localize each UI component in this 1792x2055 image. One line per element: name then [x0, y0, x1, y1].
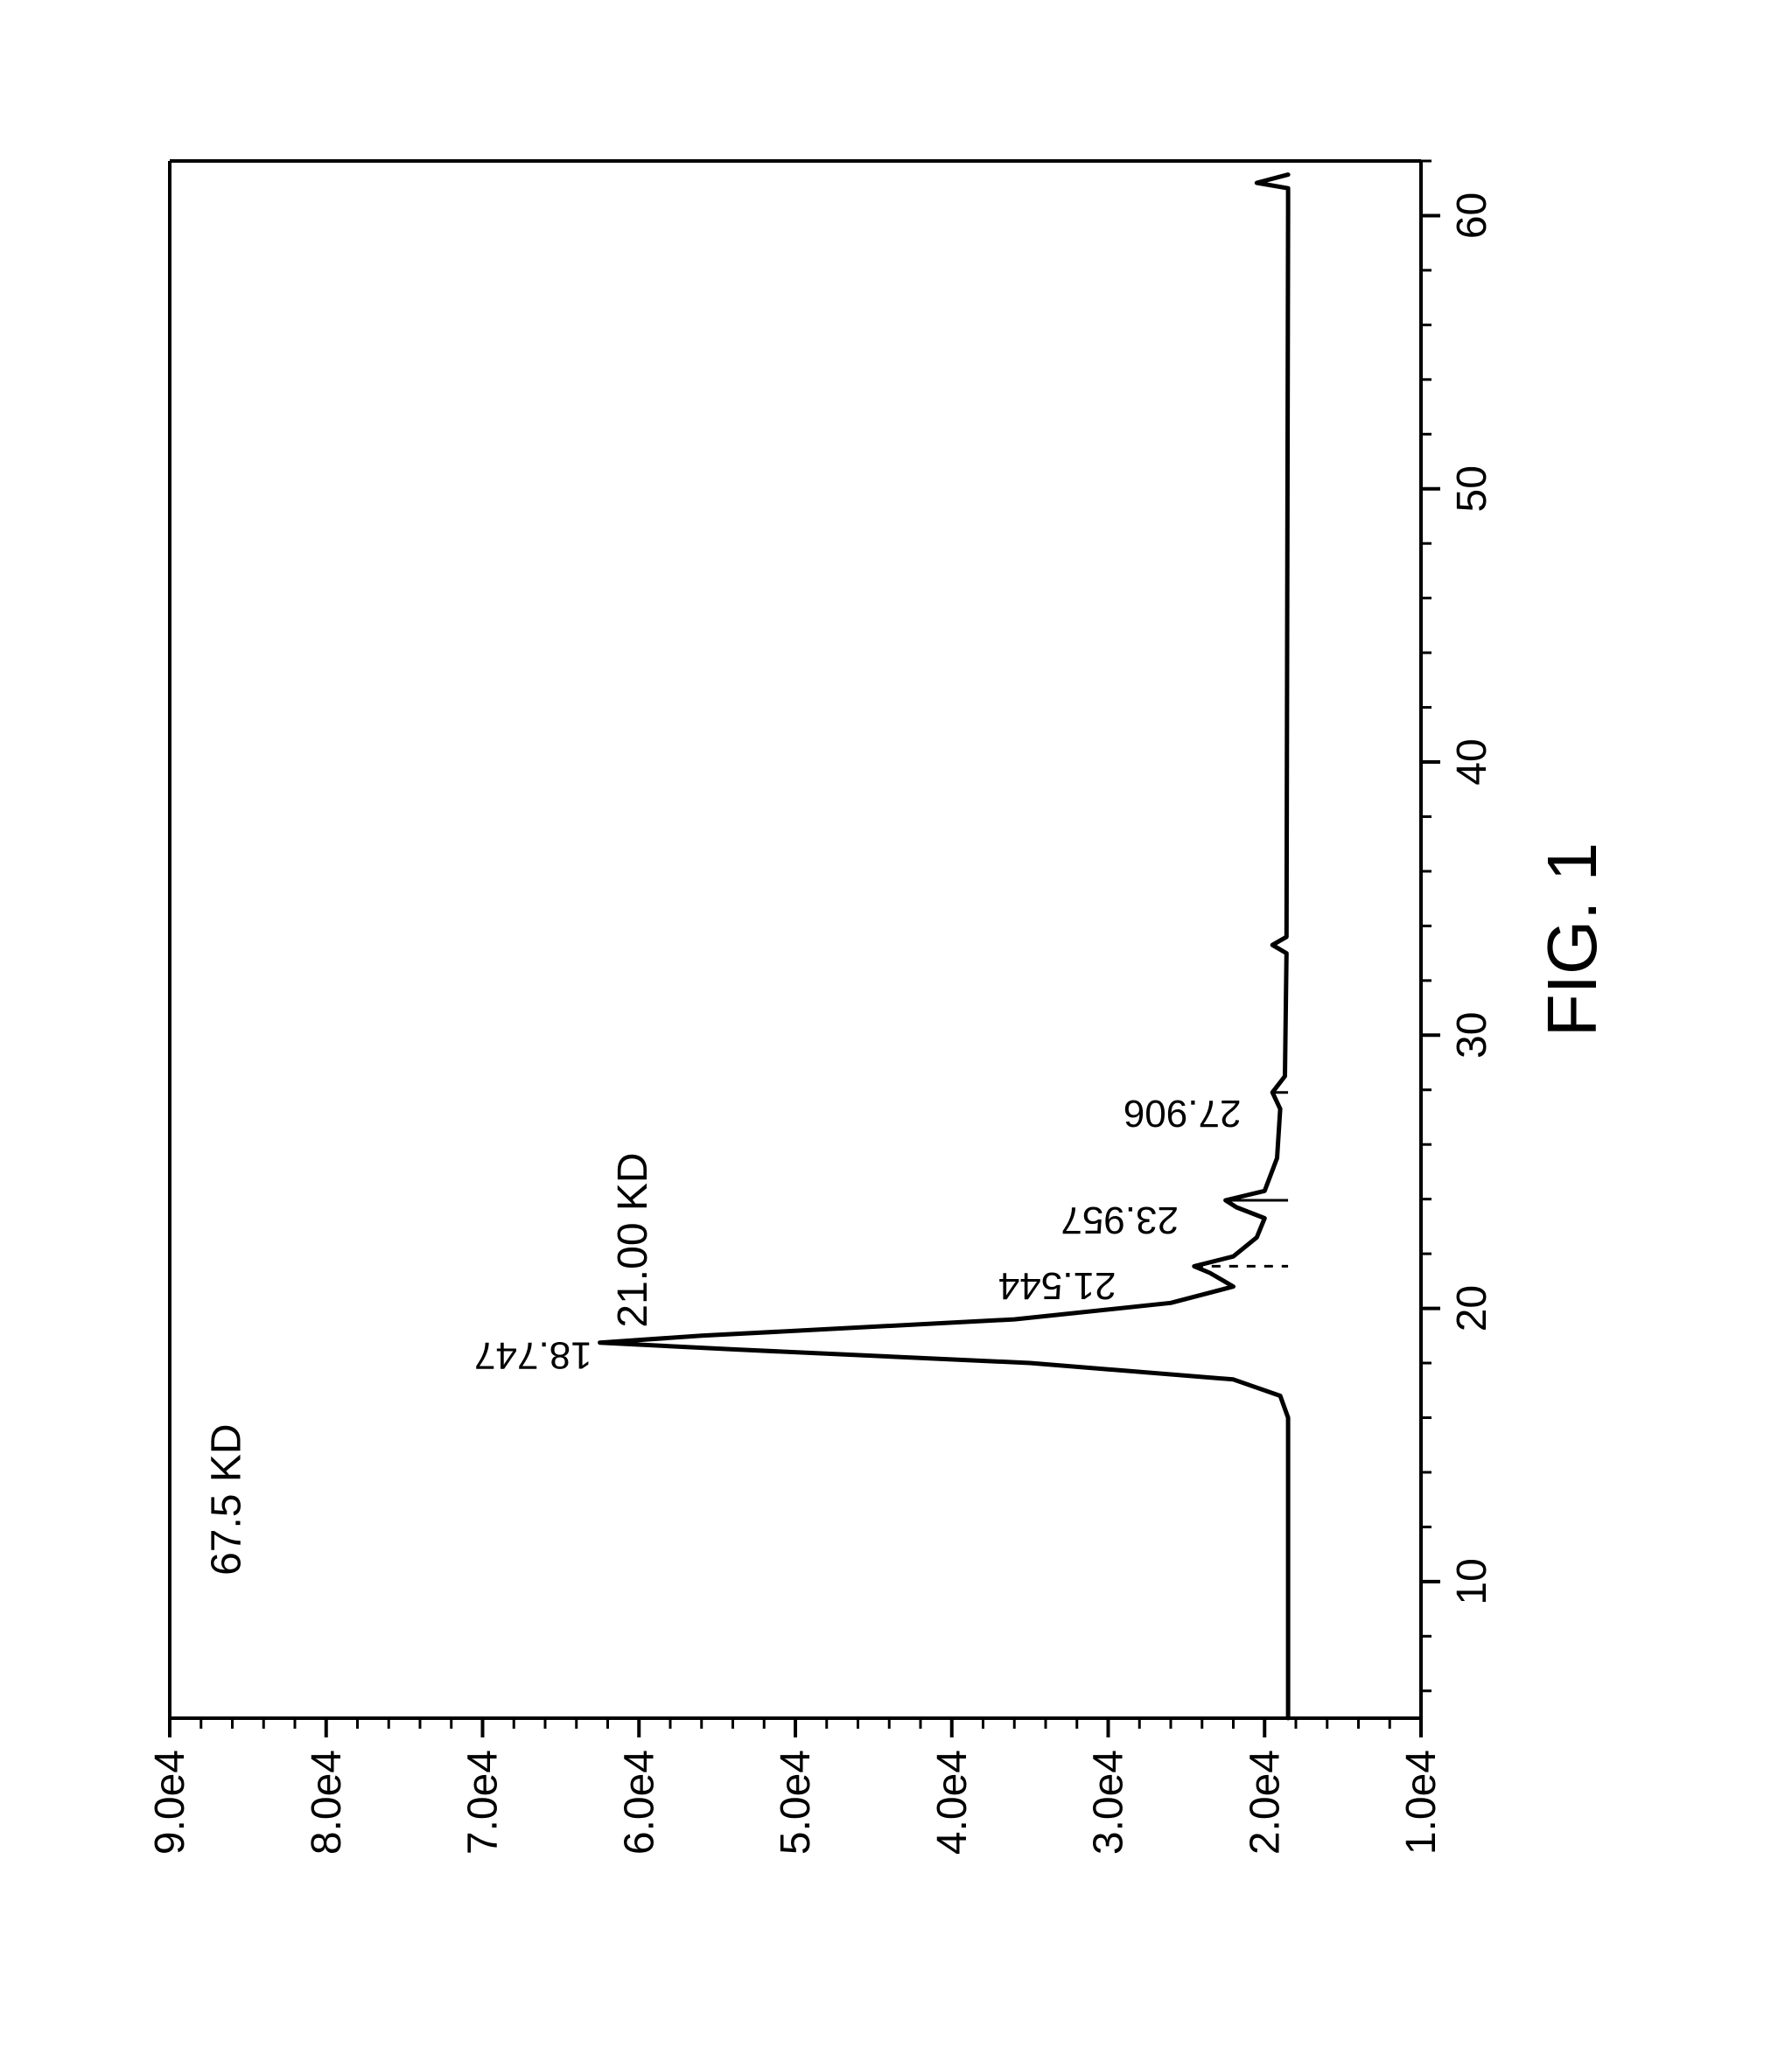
peak-label: 18.747 — [474, 1334, 592, 1377]
x-tick-label: 10 — [1449, 1558, 1495, 1604]
chart-bg — [108, 108, 1684, 1946]
y-tick-label: 6.0e4 — [616, 1750, 662, 1855]
x-tick-label: 60 — [1449, 192, 1495, 239]
y-tick-label: 9.0e4 — [147, 1750, 193, 1855]
y-tick-label: 4.0e4 — [929, 1750, 976, 1855]
chromatogram-chart: 1.0e4 2.0e4 3.0e4 4.0e4 5.0e4 6.0e4 7.0e4 8.0e4… — [108, 108, 1684, 1946]
figure-caption: FIG. 1 — [1533, 842, 1611, 1037]
y-tick-label: 5.0e4 — [773, 1750, 819, 1855]
kd-label: 67.5 KD — [203, 1423, 249, 1575]
peak-label: 23.957 — [1060, 1199, 1179, 1241]
peak-label: 27.906 — [1124, 1092, 1242, 1135]
kd-label: 21.00 KD — [610, 1152, 656, 1327]
y-tick-label: 1.0e4 — [1398, 1750, 1445, 1855]
x-tick-label: 40 — [1449, 738, 1495, 785]
x-tick-label: 50 — [1449, 465, 1495, 512]
x-tick-label: 20 — [1449, 1285, 1495, 1332]
chart-canvas: 1.0e4 2.0e4 3.0e4 4.0e4 5.0e4 6.0e4 7.0e4 8.0e4… — [108, 108, 1684, 1946]
y-tick-label: 7.0e4 — [460, 1750, 507, 1855]
y-tick-label: 2.0e4 — [1242, 1750, 1288, 1855]
peak-label: 21.544 — [998, 1264, 1116, 1307]
y-tick-label: 3.0e4 — [1086, 1750, 1132, 1855]
x-tick-label: 30 — [1449, 1012, 1495, 1059]
y-tick-label: 8.0e4 — [304, 1750, 350, 1855]
page: 1.0e4 2.0e4 3.0e4 4.0e4 5.0e4 6.0e4 7.0e4 8.0e4… — [0, 0, 1792, 2055]
